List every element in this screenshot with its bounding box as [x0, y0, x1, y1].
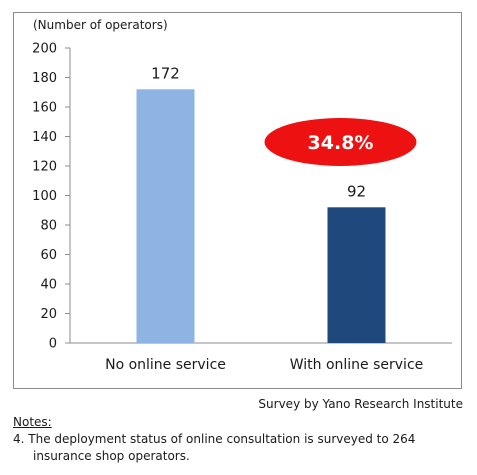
- note-line-2: insurance shop operators.: [33, 449, 190, 463]
- y-tick-label: 200: [32, 42, 57, 57]
- bar-chart: 0 20 40 60 80 100 120 140 160 180 200 172 No online …: [32, 42, 452, 373]
- y-tick-label: 80: [40, 219, 57, 234]
- bar: [136, 89, 195, 343]
- data-label: 92: [347, 182, 366, 200]
- y-tick-label: 160: [32, 101, 57, 116]
- y-tick-label: 120: [32, 160, 57, 175]
- note-line-1: 4. The deployment status of online consu…: [13, 432, 416, 446]
- category-label: With online service: [290, 357, 424, 373]
- notes-title: Notes:: [13, 415, 52, 429]
- y-tick-label: 20: [40, 307, 57, 322]
- bar: [327, 207, 386, 343]
- category-label: No online service: [105, 357, 226, 373]
- y-tick-label: 60: [40, 248, 57, 263]
- chart-frame: [13, 12, 462, 389]
- y-tick-label: 40: [40, 278, 57, 293]
- y-axis-label: (Number of operators): [33, 18, 168, 32]
- y-tick-label: 140: [32, 130, 57, 145]
- data-label: 172: [151, 64, 180, 82]
- y-tick-label: 100: [32, 189, 57, 204]
- source-credit: Survey by Yano Research Institute: [258, 397, 463, 411]
- callout-label: 34.8%: [308, 132, 374, 154]
- y-tick-label: 0: [49, 337, 57, 352]
- y-tick-label: 180: [32, 71, 57, 86]
- callout-ellipse: [264, 118, 417, 166]
